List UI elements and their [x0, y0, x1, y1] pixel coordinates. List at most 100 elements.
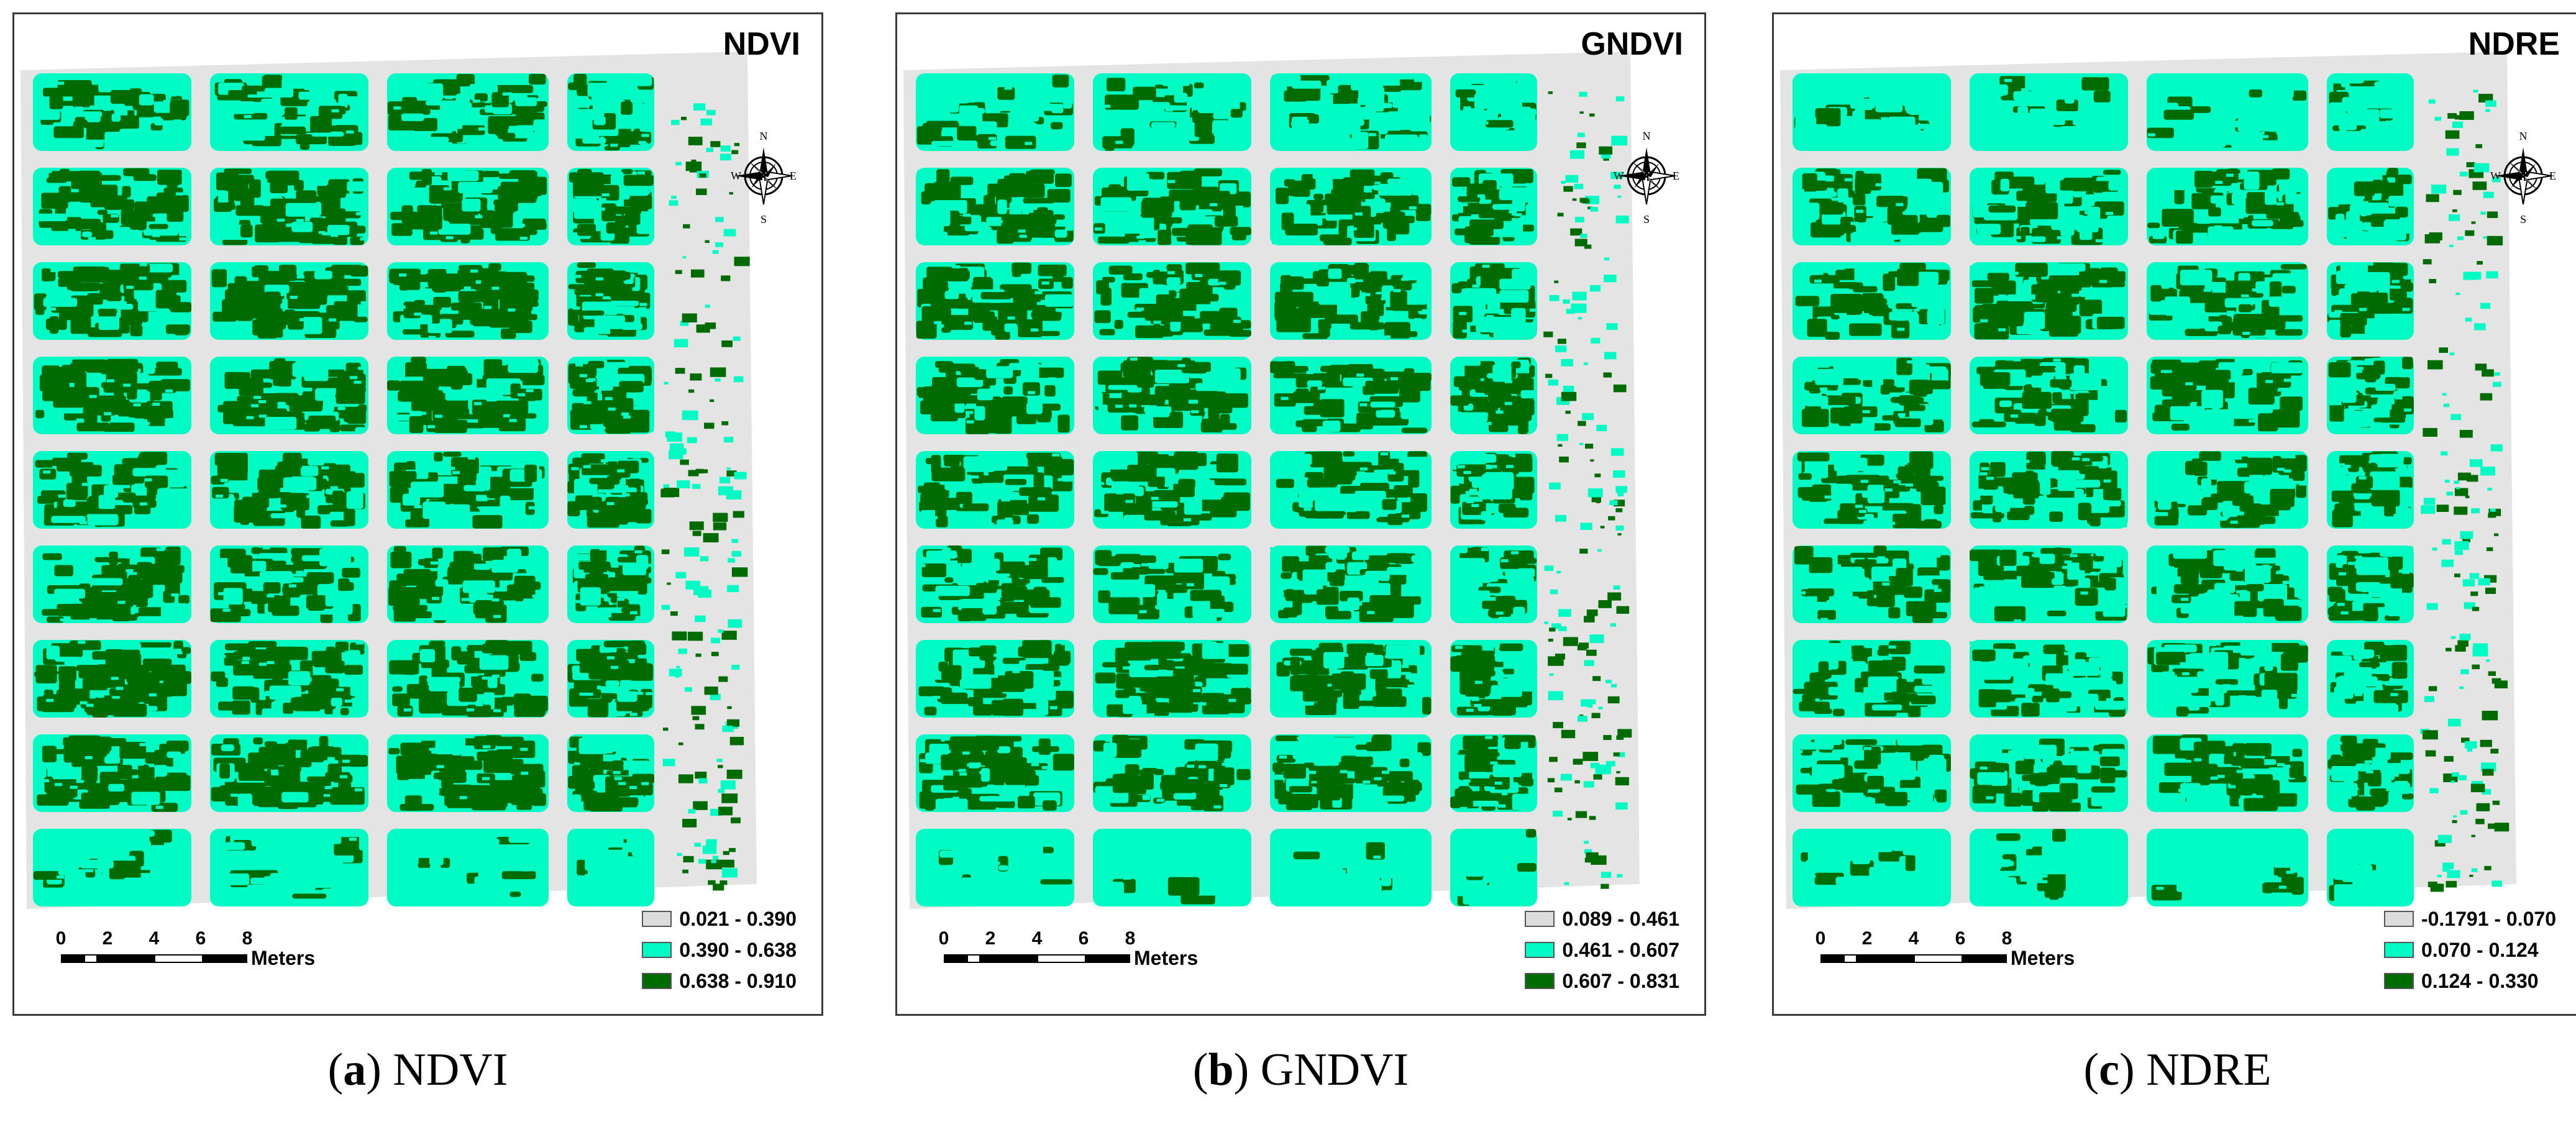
canopy-patch — [995, 332, 1010, 340]
canopy-patch — [508, 357, 539, 373]
gap-patch — [1065, 386, 1073, 390]
canopy-patch — [1347, 597, 1359, 610]
edge-vegetation — [710, 808, 722, 816]
edge-vegetation — [728, 619, 742, 628]
canopy-patch — [408, 778, 440, 795]
canopy-patch — [46, 616, 64, 623]
edge-vegetation — [662, 759, 675, 767]
edge-vegetation — [696, 188, 707, 195]
gap-patch — [1314, 146, 1322, 150]
gap-patch — [1101, 518, 1109, 521]
canopy-patch — [413, 117, 437, 131]
canopy-patch — [1278, 609, 1290, 619]
edge-vegetation — [706, 839, 717, 846]
canopy-patch — [42, 553, 62, 560]
gap-patch — [604, 739, 611, 742]
canopy-patch — [429, 871, 450, 885]
canopy-patch — [331, 698, 342, 706]
canopy-patch — [1306, 487, 1336, 495]
canopy-patch — [509, 321, 532, 333]
canopy-patch — [285, 742, 296, 760]
canopy-patch — [491, 211, 513, 228]
canopy-patch — [1313, 193, 1323, 200]
canopy-patch — [570, 409, 593, 417]
canopy-patch — [973, 276, 992, 283]
gap-patch — [218, 592, 226, 596]
gap-patch — [1133, 564, 1141, 567]
gap-patch — [646, 692, 654, 695]
canopy-patch — [1230, 109, 1243, 118]
canopy-patch — [228, 455, 248, 474]
gap-patch — [340, 775, 347, 778]
canopy-patch — [305, 849, 317, 857]
gap-patch — [332, 891, 340, 895]
gap-patch — [234, 327, 242, 331]
canopy-patch — [588, 662, 619, 680]
canopy-patch — [1200, 311, 1221, 324]
gap-patch — [1167, 180, 1176, 183]
gap-patch — [249, 80, 257, 83]
gap-patch — [643, 97, 651, 101]
edge-vegetation — [685, 162, 702, 171]
canopy-patch — [1120, 128, 1135, 146]
gap-patch — [225, 124, 233, 127]
canopy-patch — [475, 401, 508, 414]
edge-vegetation — [702, 846, 717, 854]
edge-vegetation — [721, 631, 737, 640]
gap-patch — [299, 318, 308, 322]
canopy-patch — [1172, 227, 1191, 236]
gap-patch — [585, 692, 593, 696]
gap-patch — [163, 99, 171, 103]
gap-patch — [358, 367, 366, 370]
canopy-patch — [464, 839, 475, 852]
gap-patch — [464, 860, 472, 864]
canopy-patch — [494, 200, 518, 212]
gap-patch — [257, 853, 265, 857]
canopy-patch — [1117, 376, 1130, 388]
gap-patch — [1136, 308, 1144, 311]
gap-patch — [519, 237, 528, 240]
gap-patch — [608, 407, 616, 411]
canopy-patch — [149, 829, 172, 843]
edge-vegetation — [677, 852, 682, 856]
canopy-patch — [98, 316, 120, 330]
canopy-patch — [151, 803, 178, 812]
canopy-patch — [52, 457, 82, 466]
canopy-patch — [521, 706, 546, 715]
gap-patch — [70, 785, 78, 789]
canopy-patch — [575, 495, 594, 509]
gap-patch — [117, 601, 126, 605]
gap-patch — [1453, 132, 1461, 135]
canopy-patch — [249, 306, 280, 313]
edge-vegetation — [695, 772, 707, 779]
canopy-patch — [980, 292, 1012, 299]
edge-vegetation — [687, 631, 703, 641]
gap-patch — [585, 331, 593, 335]
gap-patch — [265, 453, 273, 457]
canopy-patch — [1108, 385, 1138, 390]
canopy-patch — [131, 792, 160, 805]
canopy-patch — [467, 705, 491, 718]
canopy-patch — [252, 319, 264, 335]
canopy-patch — [472, 883, 503, 896]
gap-patch — [1277, 358, 1285, 362]
gap-patch — [46, 698, 54, 702]
gap-patch — [518, 224, 526, 227]
canopy-patch — [1384, 134, 1418, 144]
canopy-patch — [411, 357, 426, 363]
canopy-patch — [975, 583, 997, 593]
canopy-patch — [931, 140, 963, 147]
canopy-patch — [1351, 551, 1369, 560]
canopy-patch — [144, 706, 158, 711]
gap-patch — [1220, 144, 1228, 148]
canopy-patch — [1286, 204, 1295, 210]
canopy-patch — [1233, 137, 1249, 150]
canopy-patch — [1385, 279, 1407, 287]
gap-patch — [173, 119, 181, 123]
canopy-patch — [1127, 465, 1157, 482]
gap-patch — [406, 183, 414, 186]
canopy-patch — [479, 655, 509, 670]
canopy-patch — [70, 316, 91, 334]
canopy-patch — [422, 137, 449, 143]
canopy-patch — [1354, 491, 1386, 501]
